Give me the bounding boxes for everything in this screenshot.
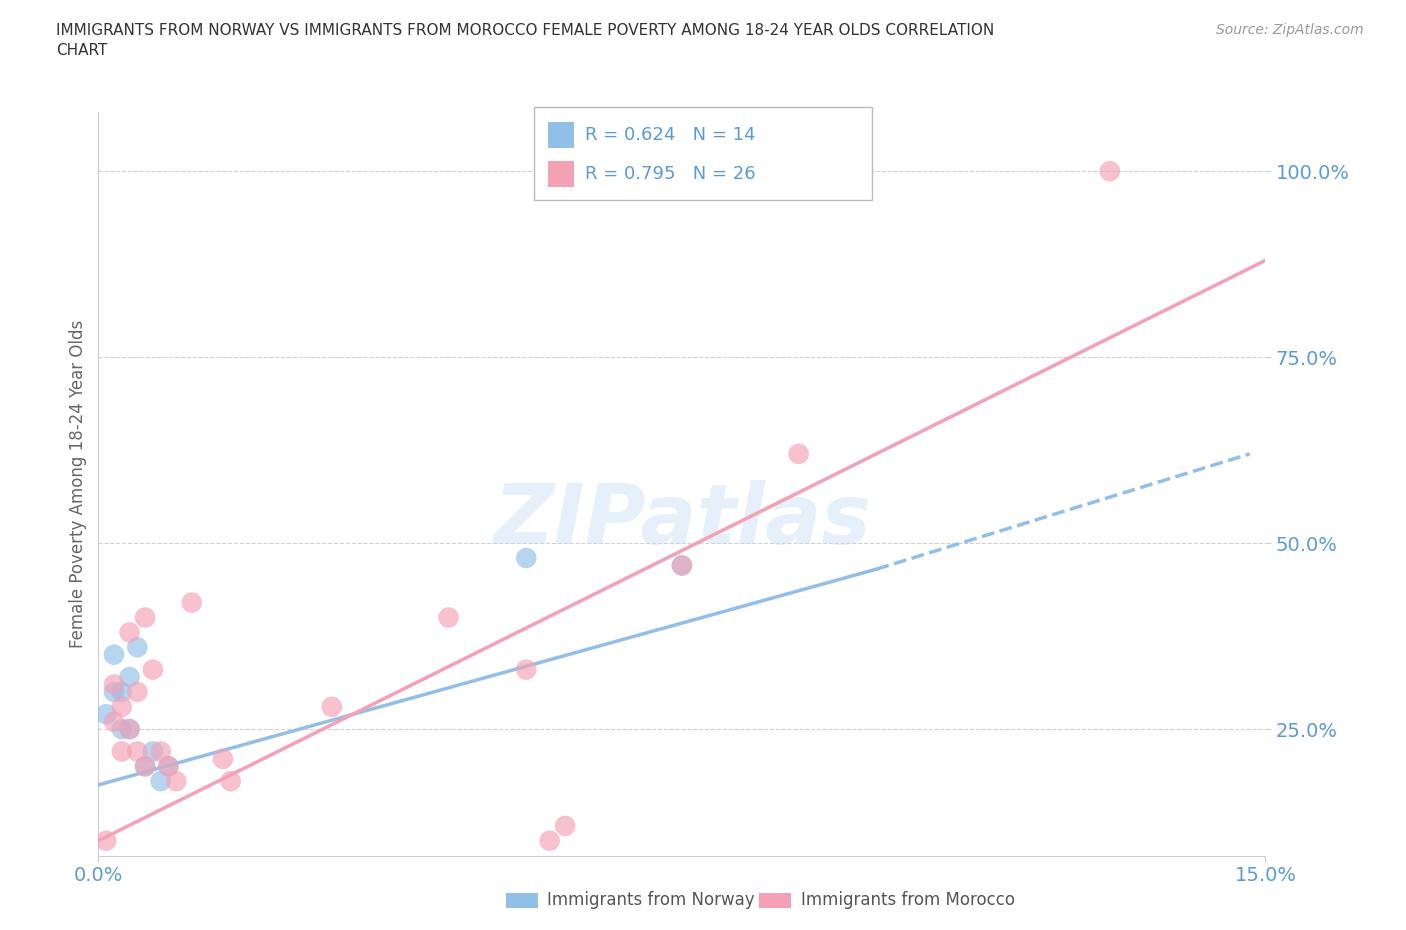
- Text: IMMIGRANTS FROM NORWAY VS IMMIGRANTS FROM MOROCCO FEMALE POVERTY AMONG 18-24 YEA: IMMIGRANTS FROM NORWAY VS IMMIGRANTS FRO…: [56, 23, 994, 58]
- Point: [149, 744, 172, 759]
- Point: [787, 446, 810, 461]
- Point: [165, 774, 187, 789]
- Point: [96, 833, 118, 848]
- Point: [103, 684, 125, 699]
- Point: [118, 670, 141, 684]
- Point: [554, 818, 576, 833]
- Point: [515, 551, 537, 565]
- Point: [111, 684, 134, 699]
- Text: Immigrants from Morocco: Immigrants from Morocco: [800, 891, 1015, 910]
- Point: [157, 759, 180, 774]
- Point: [212, 751, 235, 766]
- Point: [127, 684, 149, 699]
- Point: [127, 744, 149, 759]
- Point: [437, 610, 460, 625]
- Text: R = 0.624   N = 14: R = 0.624 N = 14: [585, 126, 755, 144]
- Point: [671, 558, 693, 573]
- Point: [142, 662, 165, 677]
- Point: [118, 625, 141, 640]
- Text: R = 0.795   N = 26: R = 0.795 N = 26: [585, 165, 755, 183]
- Text: Immigrants from Norway: Immigrants from Norway: [547, 891, 755, 910]
- Point: [103, 677, 125, 692]
- Point: [118, 722, 141, 737]
- Point: [103, 714, 125, 729]
- Point: [149, 774, 172, 789]
- Point: [321, 699, 343, 714]
- Point: [134, 610, 156, 625]
- Point: [118, 722, 141, 737]
- Point: [515, 662, 537, 677]
- Point: [111, 722, 134, 737]
- Text: ZIPatlas: ZIPatlas: [494, 480, 870, 562]
- Point: [180, 595, 202, 610]
- Point: [111, 744, 134, 759]
- Point: [157, 759, 180, 774]
- Point: [219, 774, 242, 789]
- Text: Source: ZipAtlas.com: Source: ZipAtlas.com: [1216, 23, 1364, 37]
- Y-axis label: Female Poverty Among 18-24 Year Olds: Female Poverty Among 18-24 Year Olds: [69, 320, 87, 647]
- Point: [96, 707, 118, 722]
- Point: [671, 558, 693, 573]
- Point: [134, 759, 156, 774]
- Point: [142, 744, 165, 759]
- Point: [134, 759, 156, 774]
- Point: [103, 647, 125, 662]
- Point: [111, 699, 134, 714]
- Point: [538, 833, 561, 848]
- Point: [1098, 164, 1121, 179]
- Point: [127, 640, 149, 655]
